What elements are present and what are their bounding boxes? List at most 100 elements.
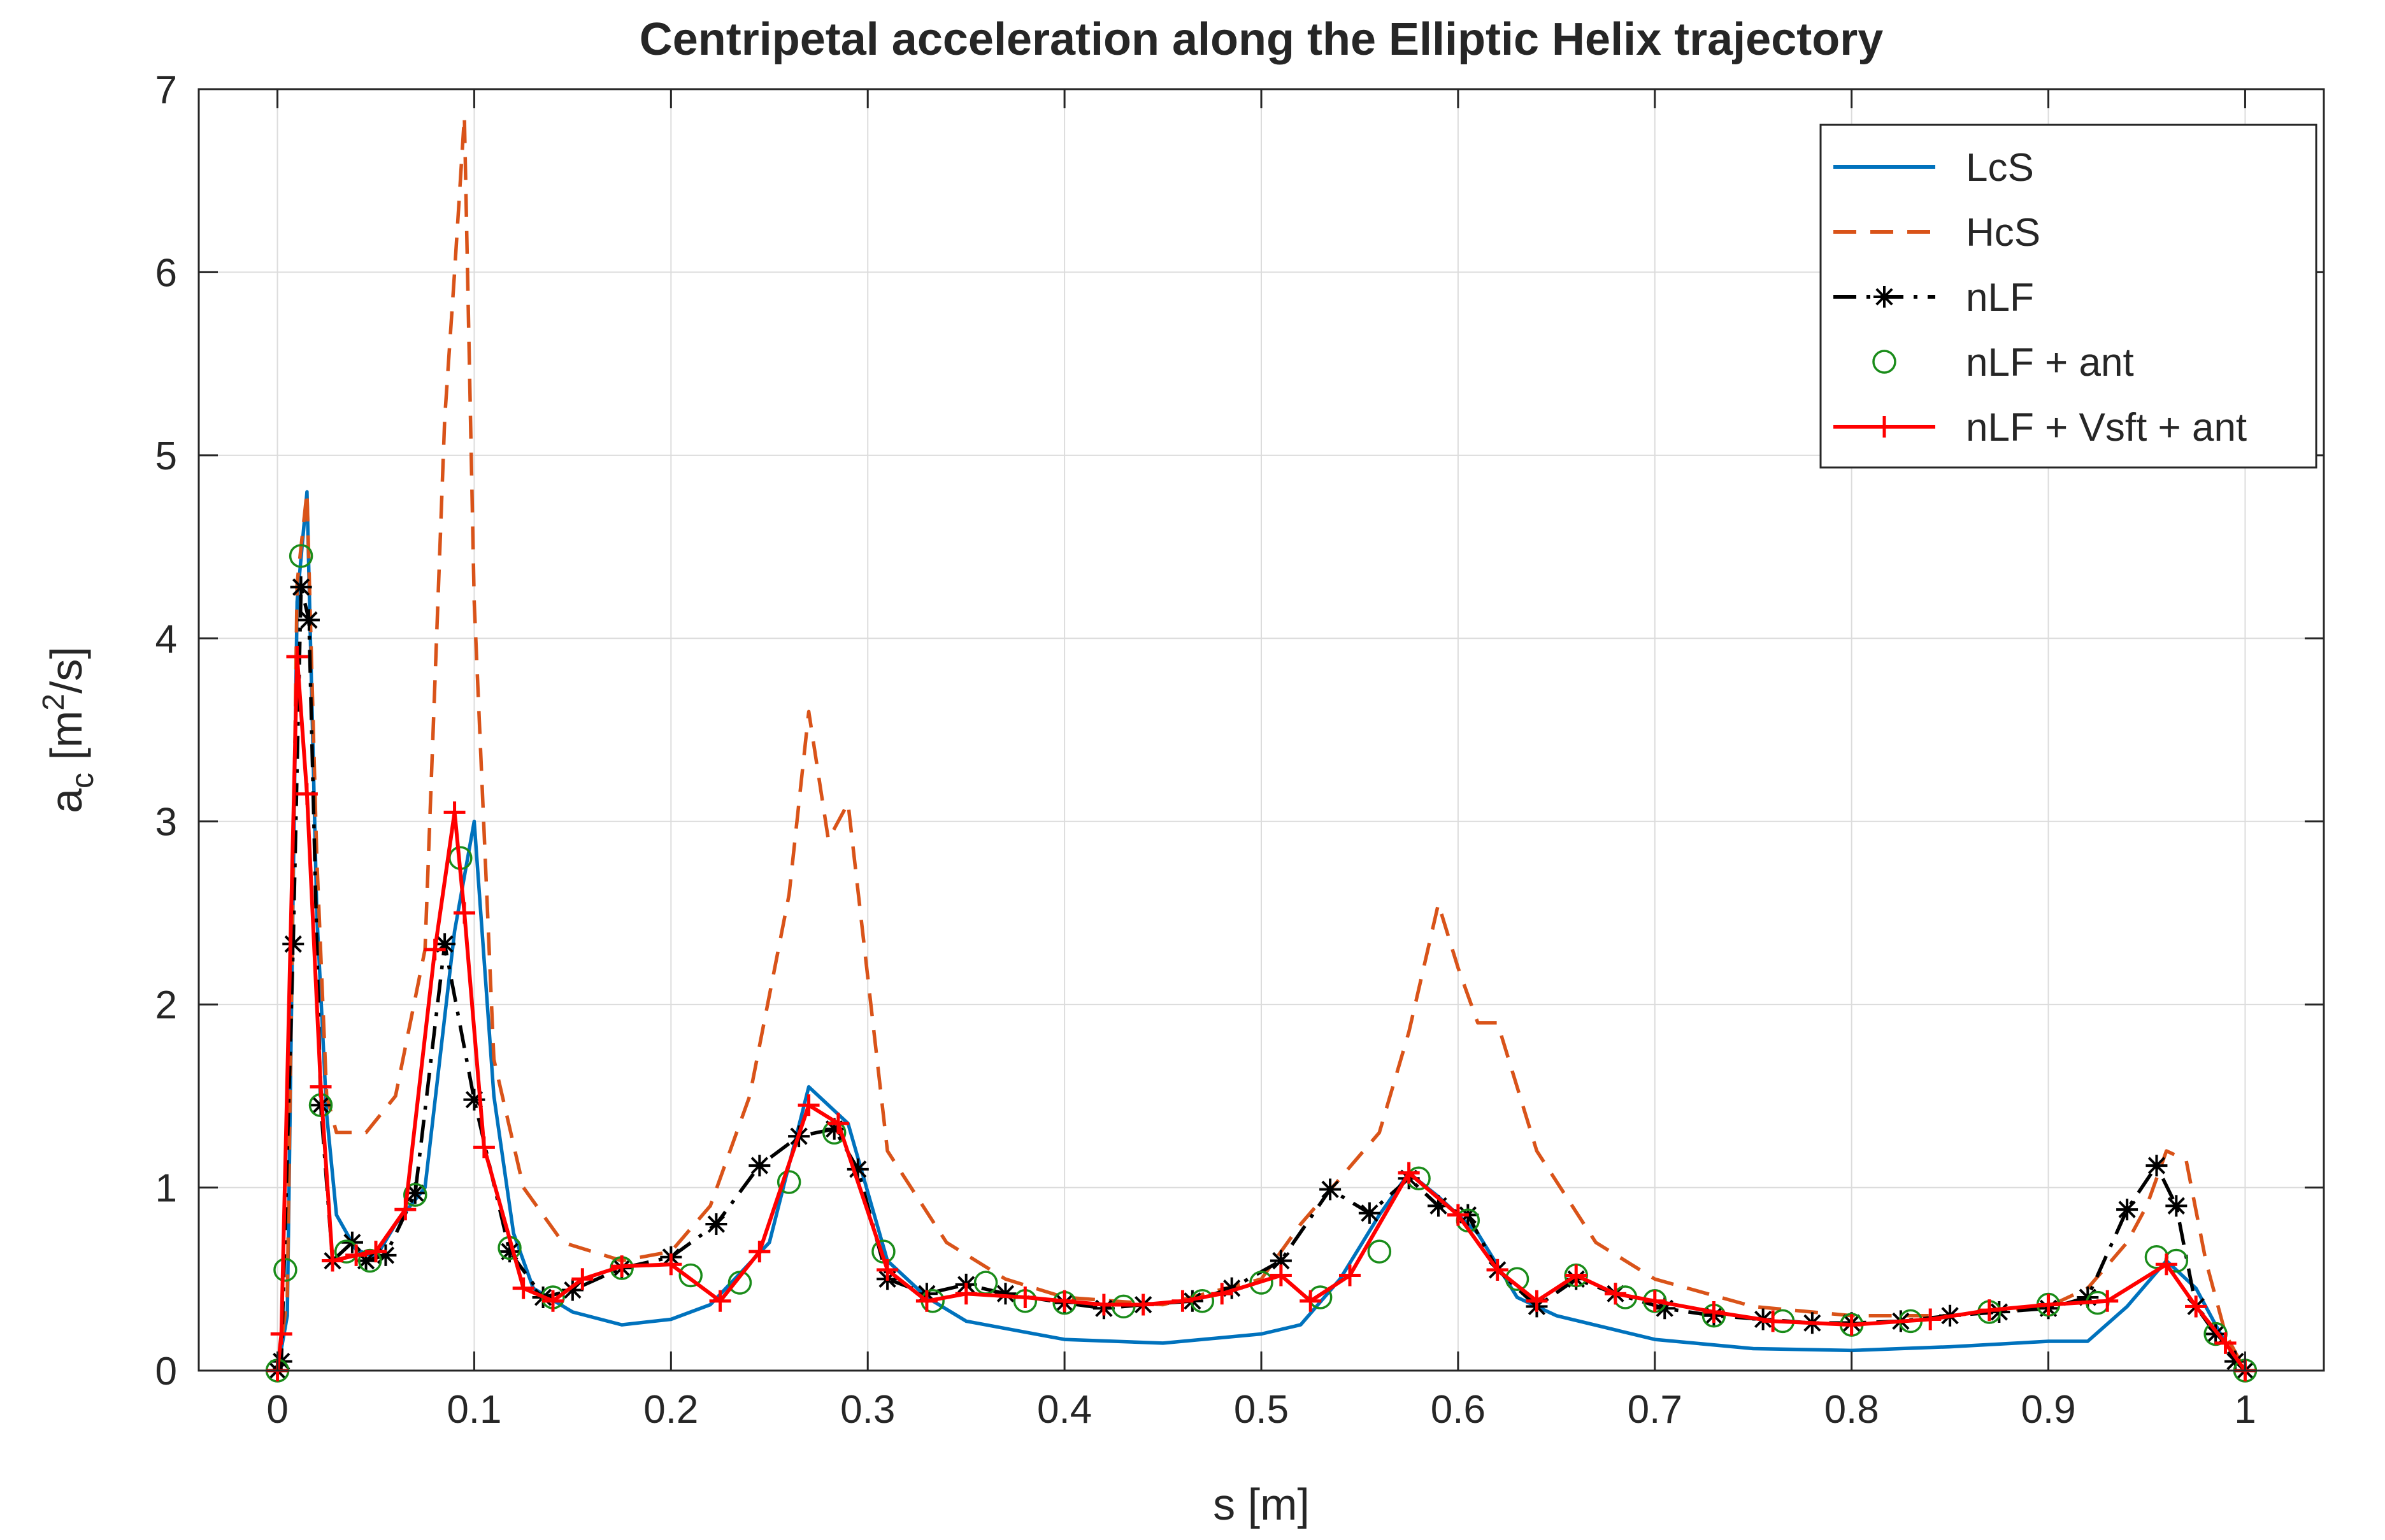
- data-point-nlf-vsft-ant: [2037, 1294, 2059, 1316]
- y-axis-label-unit-post: /s]: [41, 646, 91, 694]
- data-point-nlf: [375, 1244, 397, 1266]
- data-point-nlf: [1428, 1195, 1449, 1217]
- data-point-nlf-vsft-ant: [1978, 1299, 2000, 1322]
- y-axis-label-unit-sup: 2: [37, 694, 71, 711]
- data-point-nlf: [2205, 1323, 2227, 1345]
- data-point-nlf-vsft-ant: [1014, 1287, 1036, 1309]
- data-point-nlf: [1319, 1178, 1342, 1201]
- series-layer: [265, 115, 2258, 1383]
- data-point-nlf-vsft-ant: [454, 902, 475, 924]
- legend-label-nlf-vsft-ant: nLF + Vsft + ant: [1966, 406, 2247, 450]
- data-point-nlf: [297, 609, 320, 631]
- data-point-nlf: [434, 933, 456, 955]
- data-point-nlf: [2145, 1155, 2168, 1177]
- y-tick-label: 2: [155, 983, 177, 1027]
- data-point-nlf-vsft-ant: [827, 1112, 849, 1134]
- data-point-nlf-vsft-ant: [1447, 1204, 1469, 1226]
- data-point-nlf-ant: [678, 1263, 703, 1288]
- data-point-nlf: [2165, 1195, 2188, 1217]
- data-point-nlf-vsft-ant: [1092, 1294, 1115, 1316]
- ticks: 0 0.1 0.2 0.3 0.4 0.5 0.6 0.7 0.8 0.9 1 0 1 2 3 4 5 6 7: [155, 68, 2324, 1432]
- data-point-nlf: [355, 1250, 377, 1272]
- data-point-nlf-ant: [1249, 1271, 1273, 1295]
- data-point-nlf-ant: [357, 1248, 382, 1273]
- data-point-nlf: [499, 1241, 521, 1263]
- data-point-nlf-vsft-ant: [2096, 1290, 2119, 1312]
- data-point-nlf-vsft-ant: [512, 1277, 534, 1299]
- data-point-nlf-vsft-ant: [1339, 1264, 1361, 1287]
- data-point-nlf-vsft-ant: [310, 1076, 332, 1098]
- data-point-nlf-vsft-ant: [1398, 1162, 1420, 1184]
- data-point-nlf-vsft-ant: [877, 1258, 899, 1281]
- x-tick-label: 0.7: [1628, 1388, 1682, 1432]
- data-point-nlf: [748, 1155, 771, 1177]
- data-point-nlf-ant: [727, 1271, 752, 1295]
- data-point-nlf-vsft-ant: [322, 1250, 344, 1272]
- data-point-nlf-vsft-ant: [1486, 1258, 1508, 1281]
- chart-title: Centripetal acceleration along the Ellip…: [640, 14, 1884, 65]
- data-point-nlf-vsft-ant: [1919, 1308, 1942, 1330]
- data-point-nlf-vsft-ant: [1644, 1290, 1666, 1312]
- data-point-nlf-vsft-ant: [1300, 1290, 1322, 1312]
- y-tick-label: 6: [155, 251, 177, 295]
- data-point-nlf-vsft-ant: [542, 1290, 564, 1312]
- data-point-nlf-vsft-ant: [1526, 1290, 1548, 1312]
- data-point-nlf-vsft-ant: [394, 1199, 417, 1221]
- data-point-nlf-vsft-ant: [296, 783, 318, 805]
- data-point-nlf: [823, 1118, 845, 1140]
- data-point-nlf-vsft-ant: [424, 938, 446, 960]
- legend-label-lcs: LcS: [1966, 146, 2034, 190]
- data-point-nlf: [705, 1213, 727, 1236]
- legend-label-hcs: HcS: [1966, 211, 2040, 255]
- data-point-nlf-vsft-ant: [1565, 1264, 1587, 1287]
- data-point-nlf: [404, 1182, 426, 1204]
- data-point-nlf-vsft-ant: [286, 646, 308, 668]
- legend: LcS HcS nLF nLF + ant nLF + Vsft + ant: [1819, 124, 2317, 469]
- legend-marker-nlf-ant: [1872, 350, 1896, 374]
- data-point-nlf-vsft-ant: [2185, 1295, 2207, 1318]
- data-point-nlf-vsft-ant: [571, 1268, 594, 1290]
- legend-label-nlf: nLF: [1966, 276, 2034, 320]
- x-tick-label: 0.9: [2021, 1388, 2075, 1432]
- data-point-nlf-vsft-ant: [1171, 1290, 1194, 1312]
- data-point-nlf-vsft-ant: [1270, 1264, 1292, 1287]
- data-point-nlf-vsft-ant: [2214, 1332, 2237, 1354]
- data-point-nlf: [2224, 1350, 2246, 1372]
- data-point-nlf-ant: [289, 544, 313, 568]
- y-tick-label: 3: [155, 801, 177, 845]
- y-tick-label: 0: [155, 1350, 177, 1394]
- data-point-nlf: [1358, 1202, 1380, 1224]
- x-tick-label: 1: [2234, 1388, 2256, 1432]
- data-point-nlf-vsft-ant: [473, 1136, 495, 1159]
- data-point-nlf-vsft-ant: [345, 1244, 368, 1266]
- data-point-nlf-vsft-ant: [1762, 1310, 1784, 1332]
- data-point-nlf-ant: [1367, 1239, 1392, 1264]
- data-point-nlf: [1221, 1277, 1243, 1299]
- data-point-nlf-vsft-ant: [1211, 1283, 1233, 1305]
- x-tick-label: 0.8: [1824, 1388, 1879, 1432]
- data-point-nlf: [561, 1279, 584, 1301]
- data-point-nlf: [290, 576, 312, 598]
- data-point-nlf-vsft-ant: [955, 1283, 977, 1305]
- y-tick-label: 1: [155, 1167, 177, 1211]
- data-point-nlf-vsft-ant: [748, 1241, 771, 1263]
- x-tick-label: 0.2: [643, 1388, 698, 1432]
- legend-marker-nlf: [1873, 286, 1895, 308]
- data-point-nlf: [282, 933, 304, 955]
- data-point-nlf-ant: [273, 1258, 297, 1282]
- data-point-nlf: [1270, 1250, 1292, 1272]
- y-axis-label-subscript: c: [64, 773, 100, 788]
- data-point-nlf-vsft-ant: [611, 1255, 633, 1278]
- y-axis-label: ac [m2/s]: [37, 646, 100, 813]
- data-point-nlf-vsft-ant: [798, 1094, 820, 1116]
- data-point-nlf-vsft-ant: [1703, 1301, 1725, 1323]
- data-point-nlf: [463, 1088, 485, 1111]
- data-point-nlf: [994, 1283, 1017, 1305]
- y-axis-label-main: a: [41, 788, 91, 813]
- data-point-nlf-vsft-ant: [660, 1253, 682, 1276]
- data-point-nlf-vsft-ant: [915, 1290, 938, 1312]
- legend-marker-nlf-vsft-ant: [1873, 416, 1895, 438]
- data-point-nlf-vsft-ant: [2155, 1253, 2177, 1276]
- data-point-nlf: [847, 1158, 869, 1180]
